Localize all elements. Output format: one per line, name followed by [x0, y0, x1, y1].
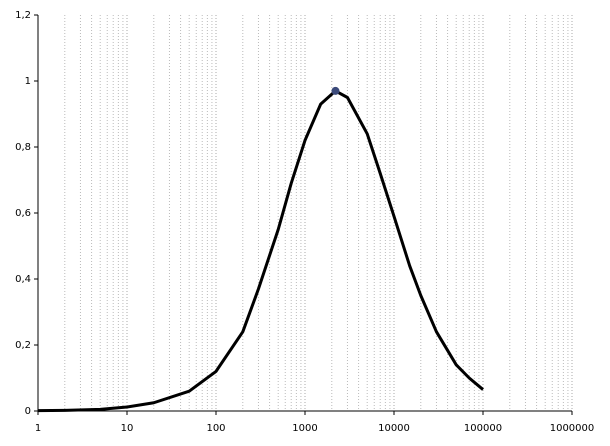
- x-tick-label: 10000: [378, 423, 410, 434]
- x-tick-label: 100000: [464, 423, 502, 434]
- curve: [37, 89, 484, 413]
- peak-marker: [331, 86, 340, 95]
- y-tick-label: 0,4: [15, 274, 31, 285]
- y-tick-label: 0,2: [15, 340, 31, 351]
- x-tick-label: 10: [121, 423, 134, 434]
- y-tick-label: 1: [25, 76, 31, 87]
- x-tick-label: 1000000: [550, 423, 595, 434]
- x-tick-label: 1: [35, 423, 41, 434]
- y-tick-label: 0: [25, 406, 31, 417]
- x-tick-label: 1000: [292, 423, 317, 434]
- x-tick-label: 100: [206, 423, 225, 434]
- y-tick-label: 0,6: [15, 208, 31, 219]
- y-tick-label: 1,2: [15, 10, 31, 21]
- y-tick-label: 0,8: [15, 142, 31, 153]
